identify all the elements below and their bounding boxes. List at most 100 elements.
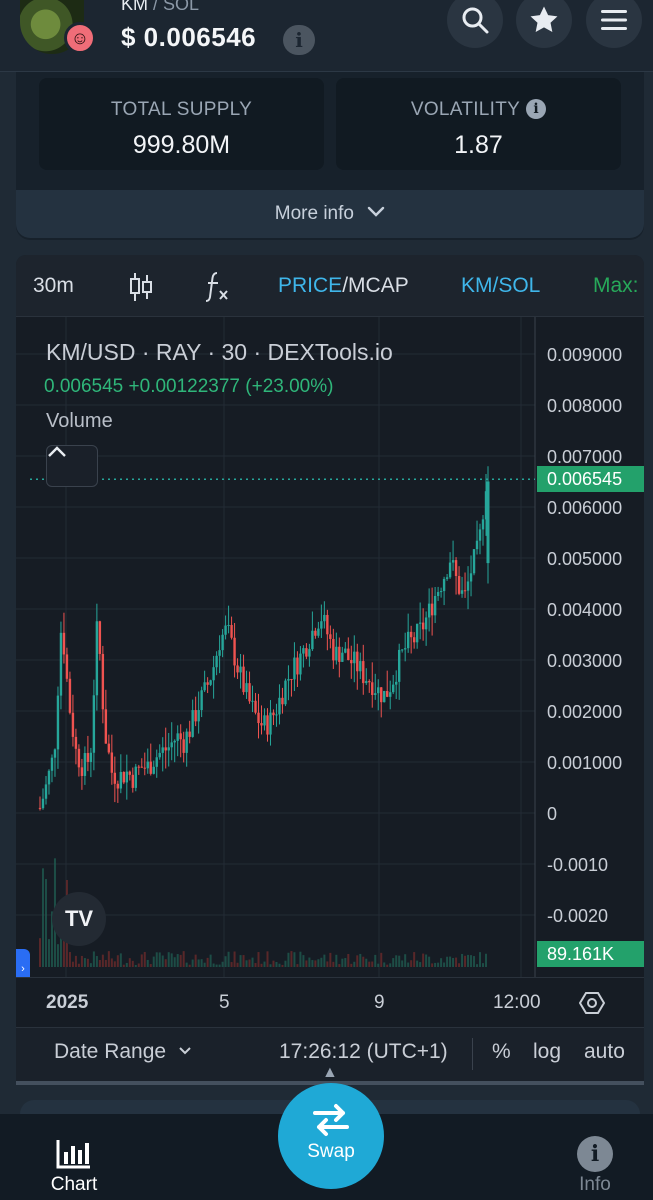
volume-bar [173, 957, 176, 967]
settings-icon[interactable] [579, 990, 605, 1016]
volume-bar [257, 952, 260, 967]
volume-bar [350, 963, 353, 967]
indicators-icon[interactable] [203, 269, 231, 303]
candle-body [179, 733, 182, 740]
divider [472, 1038, 473, 1070]
candle-body [302, 648, 305, 654]
candlestick-chart: 0.009000 0.008000 0.007000 0.006000 0.005000… [16, 317, 622, 977]
nav-info[interactable]: i Info [535, 1114, 653, 1200]
candle-body [197, 710, 200, 722]
pair-name: KM / SOL [121, 0, 199, 15]
volume-bar [305, 960, 308, 967]
candle-body [380, 687, 383, 703]
candle-body [176, 733, 179, 741]
candle-body [236, 665, 239, 673]
volume-bar [281, 964, 284, 967]
tradingview-logo[interactable]: TV [52, 892, 106, 946]
candle-body [451, 560, 455, 563]
log-toggle[interactable]: log [533, 1040, 562, 1063]
header-bar: ☺ KM / SOL $ 0.006546 i [0, 0, 653, 72]
candle-body [167, 747, 170, 751]
volume-bar [128, 958, 131, 967]
search-button[interactable] [447, 0, 503, 48]
price-option[interactable]: PRICE [278, 274, 343, 297]
bar-chart-icon [56, 1140, 90, 1169]
candle-body [113, 772, 117, 784]
candle-body [326, 614, 329, 635]
volume-bar [197, 959, 200, 967]
volume-bar [152, 956, 155, 967]
volume-bar [203, 962, 206, 967]
price-tick-label: -0.0020 [547, 906, 608, 926]
volume-bar [308, 957, 311, 967]
candle-body [317, 628, 320, 636]
candle-body [403, 648, 407, 650]
quote-pair-toggle[interactable]: KM/SOL [461, 274, 541, 297]
candle-body [44, 784, 48, 799]
volume-bar [473, 956, 476, 967]
volume-bar [62, 939, 65, 967]
candle-body [469, 573, 473, 582]
candle-body [386, 691, 389, 697]
collapse-legend-button[interactable] [46, 445, 98, 487]
candle-body [427, 603, 431, 618]
volume-bar [77, 963, 80, 967]
candle-body [65, 654, 69, 679]
candle-body [125, 771, 129, 783]
candle-body [329, 634, 332, 639]
price-chart[interactable]: 0.009000 0.008000 0.007000 0.006000 0.005000… [16, 317, 644, 989]
favorite-button[interactable] [516, 0, 572, 48]
volume-bar [407, 962, 410, 967]
candle-body [484, 491, 488, 520]
chevron-down-icon [368, 206, 385, 217]
candle-body [341, 652, 344, 662]
info-icon: i [577, 1136, 613, 1172]
chevron-up-icon [48, 446, 66, 457]
volume-bar [428, 956, 431, 967]
volatility-value: 1.87 [454, 131, 503, 159]
candle-body [116, 783, 120, 789]
candle-body [350, 660, 353, 664]
candle-body [245, 683, 248, 693]
volume-bar [335, 954, 338, 967]
swap-button[interactable]: Swap [278, 1083, 384, 1189]
volume-bar [485, 953, 487, 967]
candle-body [377, 687, 380, 694]
volume-bar [101, 954, 104, 967]
nav-chart[interactable]: Chart [14, 1114, 134, 1200]
candle-body [320, 621, 323, 629]
volume-bar [176, 954, 179, 967]
time-axis[interactable]: 2025 5 9 12:00 [16, 977, 644, 1027]
max-button[interactable]: Max: [593, 274, 639, 297]
volume-bar [47, 939, 50, 967]
interval-selector[interactable]: 30m [33, 274, 74, 297]
percent-toggle[interactable]: % [492, 1040, 511, 1063]
volume-bar [452, 957, 455, 967]
candle-body [406, 631, 410, 649]
price-tick-label: 0.005000 [547, 549, 622, 569]
candle-body [188, 731, 191, 737]
volume-bar [296, 964, 299, 967]
volume-bar [467, 954, 470, 967]
menu-button[interactable] [586, 0, 642, 48]
volume-bar [179, 954, 182, 967]
candle-body [218, 650, 221, 656]
volume-bar [224, 956, 227, 967]
volume-bar [320, 957, 323, 967]
date-range-button[interactable]: Date Range [54, 1040, 192, 1064]
volume-bar [263, 961, 266, 967]
candle-body [131, 774, 134, 788]
volatility-info-icon[interactable]: i [526, 99, 547, 119]
candle-body [86, 753, 90, 762]
mcap-option[interactable]: MCAP [348, 274, 409, 297]
volume-bar [44, 879, 47, 967]
candle-body [122, 772, 126, 783]
price-mcap-toggle[interactable]: PRICE/MCAP [278, 274, 409, 298]
auto-toggle[interactable]: auto [584, 1040, 625, 1063]
volume-bar [137, 963, 140, 967]
date-range-bar: Date Range 17:26:12 (UTC+1) % log auto [16, 1027, 644, 1079]
price-info-icon[interactable]: i [283, 25, 315, 55]
more-info-button[interactable]: More info [16, 190, 644, 238]
volume-bar [143, 951, 146, 967]
candles-icon[interactable] [128, 271, 154, 303]
